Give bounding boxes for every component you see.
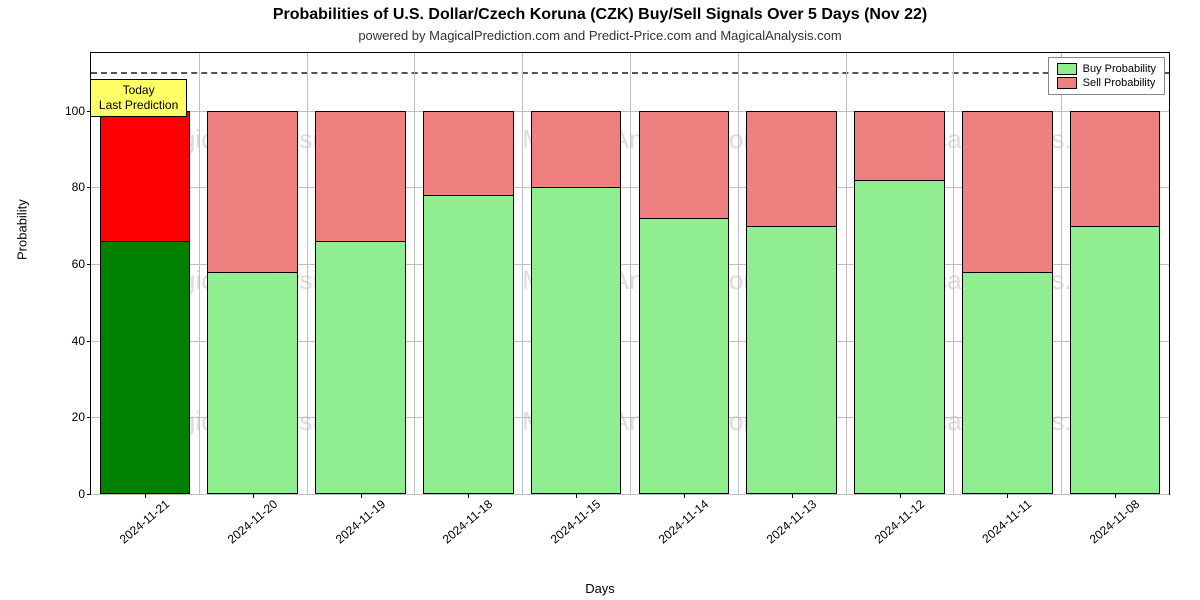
bar-buy bbox=[207, 272, 298, 494]
legend-item-buy: Buy Probability bbox=[1057, 62, 1156, 76]
x-tick-label: 2024-11-15 bbox=[525, 497, 603, 566]
x-tick-mark bbox=[468, 494, 469, 498]
y-tick-label: 60 bbox=[45, 257, 85, 271]
bar-buy bbox=[531, 187, 622, 494]
bar-buy bbox=[746, 226, 837, 494]
x-tick-label: 2024-11-12 bbox=[849, 497, 927, 566]
bar-buy bbox=[315, 241, 406, 494]
bar-buy bbox=[854, 180, 945, 494]
bar-slot bbox=[307, 53, 415, 494]
x-tick-mark bbox=[145, 494, 146, 498]
bar-slot bbox=[522, 53, 630, 494]
x-tick-mark bbox=[576, 494, 577, 498]
x-tick-mark bbox=[684, 494, 685, 498]
x-tick-label: 2024-11-18 bbox=[417, 497, 495, 566]
annotation-line1: Today bbox=[99, 83, 178, 98]
plot-area: Buy Probability Sell Probability Magical… bbox=[90, 52, 1170, 495]
bar-buy bbox=[1070, 226, 1161, 494]
bar-slot bbox=[199, 53, 307, 494]
x-tick-label: 2024-11-14 bbox=[633, 497, 711, 566]
y-tick-label: 100 bbox=[45, 104, 85, 118]
chart-container: Probabilities of U.S. Dollar/Czech Korun… bbox=[0, 0, 1200, 600]
x-tick-mark bbox=[253, 494, 254, 498]
x-tick-mark bbox=[792, 494, 793, 498]
bar-slot bbox=[1061, 53, 1169, 494]
legend-item-sell: Sell Probability bbox=[1057, 76, 1156, 90]
legend: Buy Probability Sell Probability bbox=[1048, 57, 1165, 95]
legend-swatch-buy bbox=[1057, 63, 1077, 75]
legend-swatch-sell bbox=[1057, 77, 1077, 89]
bar-slot bbox=[738, 53, 846, 494]
x-tick-mark bbox=[1007, 494, 1008, 498]
x-tick-mark bbox=[1115, 494, 1116, 498]
annotation-line2: Last Prediction bbox=[99, 98, 178, 113]
x-tick-label: 2024-11-08 bbox=[1064, 497, 1142, 566]
bar-buy bbox=[100, 241, 191, 494]
chart-title: Probabilities of U.S. Dollar/Czech Korun… bbox=[0, 6, 1200, 24]
y-tick-label: 80 bbox=[45, 180, 85, 194]
x-tick-label: 2024-11-13 bbox=[741, 497, 819, 566]
bar-buy bbox=[423, 195, 514, 494]
x-axis-label: Days bbox=[0, 581, 1200, 596]
y-axis-label: Probability bbox=[15, 199, 30, 260]
bar-slot bbox=[846, 53, 954, 494]
x-tick-mark bbox=[361, 494, 362, 498]
chart-subtitle: powered by MagicalPrediction.com and Pre… bbox=[0, 28, 1200, 43]
y-tick-mark bbox=[87, 494, 91, 495]
bar-slot bbox=[953, 53, 1061, 494]
bar-buy bbox=[639, 218, 730, 494]
y-tick-label: 20 bbox=[45, 410, 85, 424]
x-tick-label: 2024-11-11 bbox=[956, 497, 1034, 566]
bar-buy bbox=[962, 272, 1053, 494]
y-tick-label: 40 bbox=[45, 334, 85, 348]
bar-slot bbox=[91, 53, 199, 494]
x-tick-label: 2024-11-19 bbox=[310, 497, 388, 566]
legend-label-sell: Sell Probability bbox=[1083, 77, 1156, 89]
y-tick-label: 0 bbox=[45, 487, 85, 501]
legend-label-buy: Buy Probability bbox=[1083, 63, 1156, 75]
bar-slot bbox=[414, 53, 522, 494]
x-tick-mark bbox=[900, 494, 901, 498]
x-tick-label: 2024-11-20 bbox=[202, 497, 280, 566]
bar-slot bbox=[630, 53, 738, 494]
today-annotation: TodayLast Prediction bbox=[90, 79, 187, 117]
x-tick-label: 2024-11-21 bbox=[94, 497, 172, 566]
